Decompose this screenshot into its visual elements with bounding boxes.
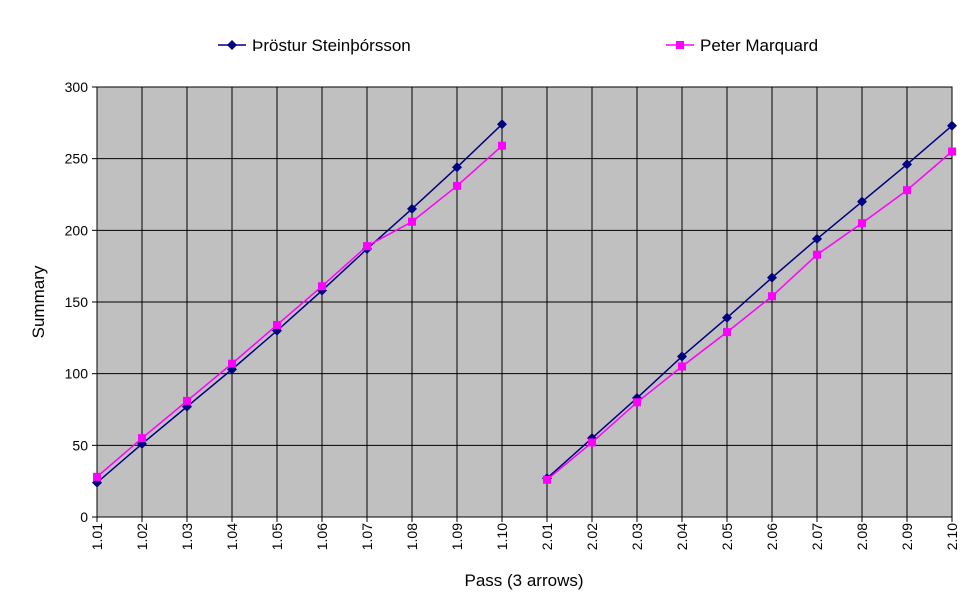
diamond-marker: [227, 40, 237, 50]
square-marker: [676, 41, 684, 49]
gridlines: [96, 86, 953, 518]
legend: Þröstur Steinþórsson Peter Marquard: [218, 36, 818, 55]
square-marker: [633, 398, 641, 407]
y-tick-label: 100: [65, 366, 89, 382]
square-marker: [498, 141, 506, 150]
x-tick-label: 1.07: [359, 523, 375, 550]
square-marker: [858, 219, 866, 228]
diamond-marker: [677, 351, 687, 362]
square-marker: [183, 396, 191, 405]
x-tick-label: 1.01: [89, 523, 105, 550]
x-tick-label: 2.08: [854, 523, 870, 550]
legend-item: Peter Marquard: [666, 36, 818, 55]
series-line: [546, 150, 953, 481]
x-tick-label: 2.04: [674, 523, 690, 550]
series-line: [96, 145, 503, 478]
square-marker: [363, 242, 371, 251]
square-marker: [318, 282, 326, 291]
diamond-marker: [767, 272, 777, 283]
x-tick-label: 1.06: [314, 523, 330, 550]
x-axis-ticks: 1.01 1.02 1.03 1.04 1.05 1.06 1.07 1.08 1.09 1.10…: [89, 517, 960, 550]
series-line: [96, 123, 503, 484]
x-tick-label: 2.07: [809, 523, 825, 550]
series-group: [92, 119, 957, 488]
x-tick-label: 2.09: [899, 523, 915, 550]
diamond-marker: [902, 159, 912, 170]
legend-item: Þröstur Steinþórsson: [218, 36, 411, 55]
legend-label: Þröstur Steinþórsson: [252, 36, 411, 55]
square-marker: [543, 475, 551, 484]
x-tick-label: 2.05: [719, 523, 735, 550]
y-tick-label: 250: [65, 151, 89, 167]
square-marker: [93, 472, 101, 481]
square-marker: [768, 292, 776, 301]
y-tick-label: 300: [65, 79, 89, 95]
series-steinthorsson: [92, 119, 957, 488]
diamond-marker: [722, 312, 732, 323]
square-marker: [228, 359, 236, 368]
x-tick-label: 1.10: [494, 523, 510, 550]
square-marker: [723, 328, 731, 337]
x-tick-label: 1.03: [179, 523, 195, 550]
diamond-marker: [452, 162, 462, 173]
x-tick-label: 1.04: [224, 523, 240, 550]
square-marker: [408, 217, 416, 226]
series-marquard: [93, 141, 956, 484]
square-marker: [948, 147, 956, 156]
square-marker: [138, 434, 146, 443]
square-marker: [453, 181, 461, 190]
diamond-marker: [947, 120, 957, 131]
diamond-marker: [497, 119, 507, 130]
square-marker: [903, 186, 911, 195]
x-axis-title: Pass (3 arrows): [464, 571, 583, 590]
x-tick-label: 2.10: [944, 523, 960, 550]
y-axis-title: Summary: [29, 265, 48, 338]
y-axis-ticks: 0 50 100 150 200 250 300: [65, 79, 97, 525]
y-tick-label: 200: [65, 222, 89, 238]
square-marker: [813, 250, 821, 259]
x-tick-label: 1.02: [134, 523, 150, 550]
x-tick-label: 2.03: [629, 523, 645, 550]
y-tick-label: 0: [80, 509, 88, 525]
diamond-marker: [812, 233, 822, 244]
series-line: [546, 125, 953, 479]
x-tick-label: 1.08: [404, 523, 420, 550]
square-marker: [588, 438, 596, 447]
x-tick-label: 1.09: [449, 523, 465, 550]
x-tick-label: 2.02: [584, 523, 600, 550]
diamond-marker: [407, 203, 417, 214]
y-tick-label: 150: [65, 294, 89, 310]
legend-label: Peter Marquard: [700, 36, 818, 55]
y-tick-label: 50: [72, 437, 88, 453]
square-marker: [678, 362, 686, 371]
square-marker: [273, 320, 281, 329]
x-tick-label: 2.06: [764, 523, 780, 550]
diamond-marker: [857, 196, 867, 207]
x-tick-label: 1.05: [269, 523, 285, 550]
x-tick-label: 2.01: [539, 523, 555, 550]
